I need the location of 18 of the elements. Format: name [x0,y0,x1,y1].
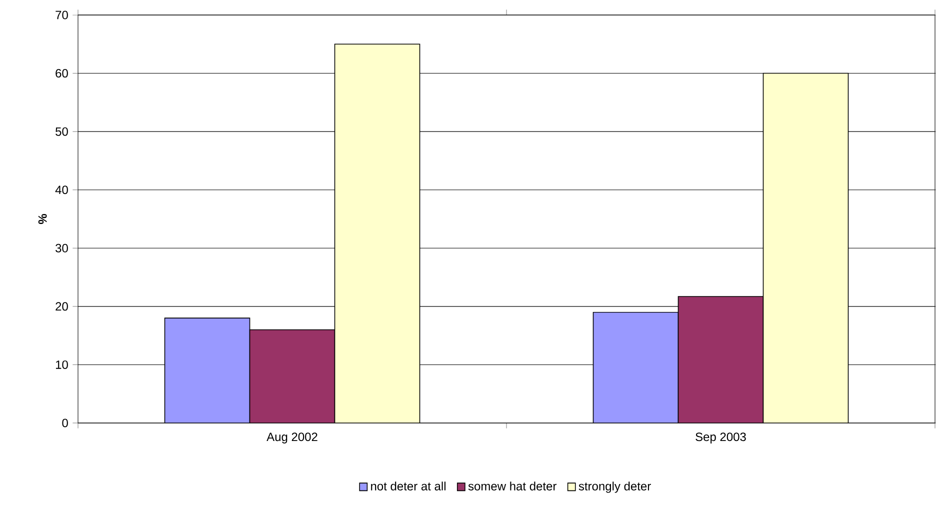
x-tick-label: Sep 2003 [696,432,746,444]
y-tick-label: 60 [56,69,68,78]
bar [164,318,250,423]
legend-label: somew hat deter [468,482,557,490]
legend-label: strongly deter [578,482,651,493]
y-tick-label: 20 [56,302,68,311]
legend-label: not deter at all [371,482,446,490]
bar [762,72,849,423]
bar [592,312,679,423]
y-tick-label: 50 [56,127,68,136]
x-tick-label: Aug 2002 [266,432,318,444]
y-axis-title: % [38,214,47,224]
y-tick-label: 30 [56,244,68,252]
y-tick-label: 70 [56,10,68,20]
bar [334,44,420,423]
y-tick-label: 10 [56,360,68,369]
y-tick-label: 0 [62,418,68,428]
y-tick-label: 40 [55,186,68,194]
